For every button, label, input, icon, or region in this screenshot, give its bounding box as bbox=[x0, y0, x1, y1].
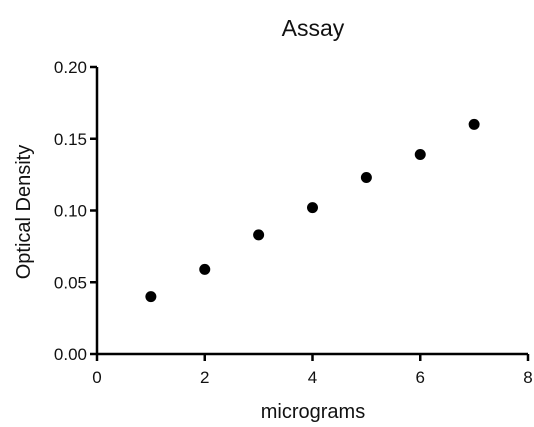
data-point bbox=[145, 291, 157, 303]
y-tick-label: 0.00 bbox=[54, 345, 87, 364]
x-tick-label: 4 bbox=[308, 368, 317, 387]
data-point bbox=[360, 171, 372, 183]
x-tick-label: 2 bbox=[200, 368, 209, 387]
y-axis-title: Optical Density bbox=[13, 145, 35, 280]
x-ticks: 0 2 4 6 8 bbox=[92, 354, 533, 387]
y-axis: 0.00 0.05 0.10 0.15 0.20 Optical Density bbox=[13, 58, 99, 364]
x-tick-label: 6 bbox=[416, 368, 425, 387]
data-points bbox=[145, 118, 480, 303]
x-axis: 0 2 4 6 8 micrograms bbox=[92, 352, 533, 423]
y-tick-label: 0.20 bbox=[54, 58, 87, 77]
y-tick-label: 0.15 bbox=[54, 130, 87, 149]
data-point bbox=[199, 263, 211, 275]
data-point bbox=[414, 149, 426, 161]
y-tick-label: 0.10 bbox=[54, 202, 87, 221]
y-tick-label: 0.05 bbox=[54, 273, 87, 292]
chart-title: Assay bbox=[282, 15, 345, 41]
x-tick-label: 8 bbox=[523, 368, 532, 387]
x-axis-title: micrograms bbox=[261, 401, 365, 423]
y-ticks: 0.00 0.05 0.10 0.15 0.20 bbox=[54, 58, 97, 364]
data-point bbox=[253, 229, 265, 241]
x-tick-label: 0 bbox=[92, 368, 101, 387]
data-point bbox=[307, 202, 318, 214]
data-point bbox=[468, 118, 480, 130]
